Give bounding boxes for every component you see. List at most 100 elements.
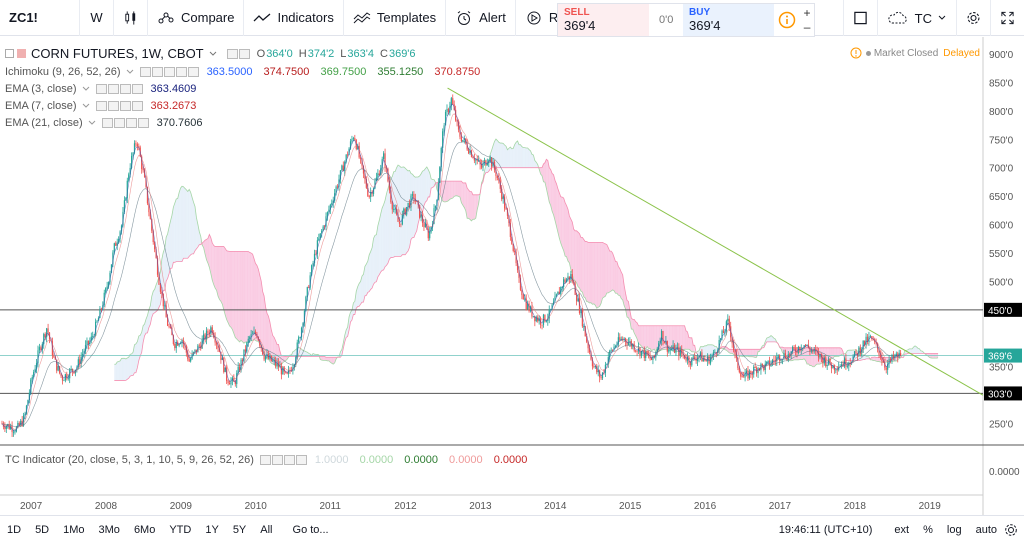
candle-body bbox=[123, 200, 126, 212]
ichimoku-cloud-segment bbox=[362, 274, 364, 303]
ichimoku-cloud-segment bbox=[135, 341, 138, 373]
ichimoku-cloud-segment bbox=[651, 325, 653, 351]
add-icon[interactable] bbox=[175, 67, 187, 77]
cloud-layout-button[interactable]: TC bbox=[876, 0, 956, 36]
price-chart[interactable]: 900'0 850'0 800'0 750'0 700'0 650'0 600'0 550'0… bbox=[0, 37, 1024, 515]
sell-button[interactable]: SELL 369'4 bbox=[558, 4, 650, 36]
more-icon[interactable] bbox=[295, 455, 307, 465]
indicator-tick-label: 0.0000 bbox=[989, 467, 1020, 478]
chart-style-button[interactable] bbox=[114, 0, 148, 36]
delete-icon[interactable] bbox=[119, 101, 131, 111]
chart-area[interactable]: 900'0 850'0 800'0 750'0 700'0 650'0 600'0 550'0… bbox=[0, 37, 1024, 515]
ichimoku-cloud-segment bbox=[573, 229, 576, 281]
price-tick-label: 650'0 bbox=[989, 192, 1014, 203]
alert-button[interactable]: Alert bbox=[446, 0, 516, 36]
ichimoku-cloud-segment bbox=[452, 181, 455, 199]
clock[interactable]: 19:46:11 (UTC+10) bbox=[778, 524, 873, 536]
ichimoku-cloud-segment bbox=[386, 188, 388, 266]
chevron-down-icon[interactable] bbox=[125, 67, 135, 77]
ichimoku-cloud-segment bbox=[396, 165, 399, 257]
settings-icon[interactable] bbox=[151, 67, 163, 77]
settings-icon[interactable] bbox=[238, 48, 250, 59]
symbol-search[interactable]: ZC1! bbox=[0, 0, 80, 36]
eye-icon[interactable] bbox=[101, 118, 113, 128]
percent-toggle[interactable]: % bbox=[923, 524, 933, 536]
settings-icon[interactable] bbox=[113, 118, 125, 128]
interval-button[interactable]: W bbox=[80, 0, 114, 36]
candle-body bbox=[669, 349, 671, 351]
range-1d[interactable]: 1D bbox=[7, 523, 22, 536]
eye-icon[interactable] bbox=[139, 67, 151, 77]
eye-icon[interactable] bbox=[95, 101, 107, 111]
ichimoku-cloud-segment bbox=[807, 347, 809, 365]
eye-icon[interactable] bbox=[95, 84, 107, 94]
more-icon[interactable] bbox=[137, 118, 149, 128]
chevron-down-icon[interactable] bbox=[81, 101, 91, 111]
candle-body bbox=[731, 337, 733, 344]
ichimoku-cloud-segment bbox=[513, 144, 515, 168]
auto-toggle[interactable]: auto bbox=[975, 524, 997, 536]
settings-icon[interactable] bbox=[107, 101, 119, 111]
range-5y[interactable]: 5Y bbox=[232, 523, 247, 536]
ichimoku-cloud-segment bbox=[432, 179, 435, 188]
ichimoku-cloud-segment bbox=[400, 167, 403, 257]
range-1mo[interactable]: 1Mo bbox=[63, 523, 85, 536]
candle-body bbox=[895, 353, 897, 356]
ichimoku-cloud-segment bbox=[500, 143, 502, 168]
settings-button[interactable] bbox=[956, 0, 990, 36]
settings-icon[interactable] bbox=[271, 455, 283, 465]
range-1y[interactable]: 1Y bbox=[205, 523, 219, 536]
trade-info-button[interactable] bbox=[774, 4, 800, 36]
candle-body bbox=[115, 243, 117, 246]
close-value: 369'6 bbox=[388, 47, 416, 60]
log-toggle[interactable]: log bbox=[946, 524, 962, 536]
compare-button[interactable]: Compare bbox=[148, 0, 245, 36]
candle-body bbox=[106, 286, 108, 289]
buy-button[interactable]: BUY 369'4 bbox=[683, 4, 775, 36]
more-icon[interactable] bbox=[187, 67, 199, 77]
collapse-icon[interactable] bbox=[5, 49, 14, 58]
delete-icon[interactable] bbox=[283, 455, 295, 465]
chevron-down-icon[interactable] bbox=[81, 84, 91, 94]
eye-icon[interactable] bbox=[259, 455, 271, 465]
range-ytd[interactable]: YTD bbox=[169, 523, 192, 536]
ichimoku-cloud-segment bbox=[222, 246, 224, 310]
templates-button[interactable]: Templates bbox=[344, 0, 447, 36]
candle-body bbox=[168, 325, 170, 327]
candle-body bbox=[819, 353, 821, 358]
candle-body bbox=[331, 203, 333, 205]
minus-icon[interactable]: – bbox=[803, 20, 811, 34]
goto-date-button[interactable]: Go to... bbox=[292, 523, 329, 536]
sell-label: SELL bbox=[564, 7, 590, 18]
indicators-button[interactable]: Indicators bbox=[244, 0, 344, 36]
gear-icon[interactable] bbox=[1004, 523, 1018, 537]
candle-body bbox=[676, 346, 679, 348]
delete-icon[interactable] bbox=[119, 84, 131, 94]
range-5d[interactable]: 5D bbox=[35, 523, 50, 536]
range-3mo[interactable]: 3Mo bbox=[98, 523, 120, 536]
plus-icon[interactable]: + bbox=[803, 6, 811, 20]
chevron-down-icon[interactable] bbox=[208, 49, 218, 59]
quantity-stepper[interactable]: + – bbox=[800, 4, 814, 36]
candle-body bbox=[835, 369, 837, 371]
chevron-down-icon[interactable] bbox=[87, 118, 97, 128]
ext-toggle[interactable]: ext bbox=[894, 524, 910, 536]
tc-indicator-label: TC Indicator (20, close, 5, 3, 1, 10, 5,… bbox=[5, 454, 254, 466]
more-icon[interactable] bbox=[131, 84, 143, 94]
delete-icon[interactable] bbox=[163, 67, 175, 77]
eye-icon[interactable] bbox=[226, 48, 238, 59]
fullscreen-button[interactable] bbox=[990, 0, 1024, 36]
range-all[interactable]: All bbox=[260, 523, 273, 536]
candle-body bbox=[77, 359, 79, 368]
delete-icon[interactable] bbox=[125, 118, 137, 128]
ichimoku-cloud-segment bbox=[585, 241, 587, 302]
candle-body bbox=[555, 294, 558, 297]
candle-body bbox=[686, 356, 689, 361]
fullscreen-chart-button[interactable] bbox=[842, 0, 877, 36]
more-icon[interactable] bbox=[131, 101, 143, 111]
ichimoku-cloud-segment bbox=[189, 189, 191, 257]
candle-body bbox=[457, 121, 460, 130]
ichimoku-cloud-segment bbox=[382, 204, 384, 271]
settings-icon[interactable] bbox=[107, 84, 119, 94]
range-6mo[interactable]: 6Mo bbox=[133, 523, 156, 536]
